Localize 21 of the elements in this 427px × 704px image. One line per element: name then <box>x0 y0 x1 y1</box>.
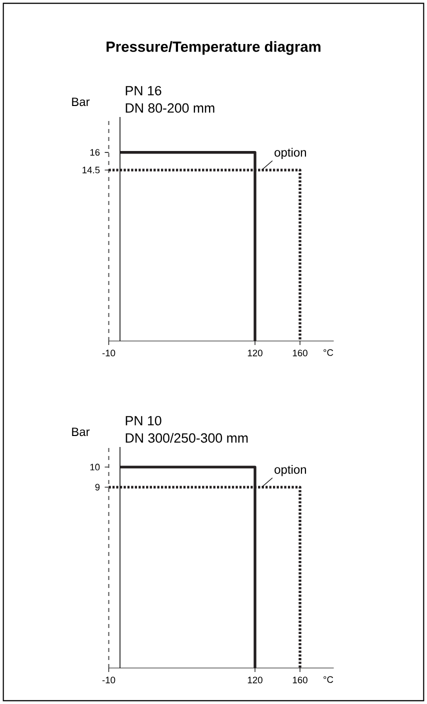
chart-subtitle: PN 10 <box>126 416 162 426</box>
y-tick-label: 9 <box>95 484 100 490</box>
y-axis-title: Bar <box>72 428 90 436</box>
chart-title: Pressure/Temperature diagram <box>106 41 320 55</box>
y-tick-label: 14.5 <box>82 166 100 174</box>
y-tick-label: 10 <box>90 464 100 470</box>
text: DN 80-200 mm <box>126 103 214 113</box>
x-axis-title: °C <box>324 676 334 683</box>
series-label: option <box>274 464 306 476</box>
x-tick-label: 120 <box>248 676 262 684</box>
y-axis-title: Bar <box>72 98 90 106</box>
x-tick-label: -10 <box>102 676 116 684</box>
x-tick-label: 160 <box>292 676 308 684</box>
series-label: option <box>274 148 306 160</box>
x-tick-label: 120 <box>248 350 262 356</box>
text: DN 300/250-300 mm <box>126 432 248 443</box>
x-tick-label: -10 <box>102 350 116 356</box>
chart-subtitle: PN 16 <box>126 86 162 96</box>
y-tick-label: 16 <box>90 149 100 156</box>
x-tick-label: 160 <box>292 350 308 356</box>
x-axis-title: °C <box>324 349 334 356</box>
